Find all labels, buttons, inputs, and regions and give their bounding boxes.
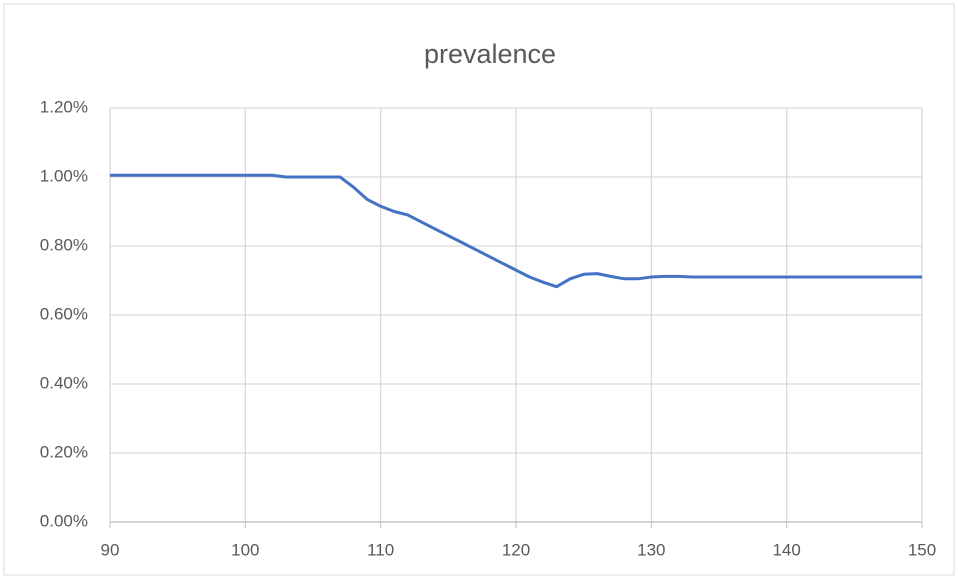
y-tick-label: 1.00% xyxy=(40,166,88,185)
y-tick-label: 0.40% xyxy=(40,373,88,392)
x-tick-label: 120 xyxy=(502,540,530,559)
y-tick-label: 1.20% xyxy=(40,97,88,116)
chart-frame xyxy=(3,3,955,576)
x-tick-label: 110 xyxy=(367,540,394,559)
data-line xyxy=(110,173,922,289)
chart-title: prevalence xyxy=(424,39,556,69)
y-tick-label: 0.80% xyxy=(40,235,88,254)
x-tick-label: 100 xyxy=(231,540,259,559)
x-tick-label: 140 xyxy=(772,540,800,559)
y-tick-label: 0.00% xyxy=(40,511,88,530)
x-tick-label: 90 xyxy=(101,540,120,559)
x-tick-label: 130 xyxy=(637,540,665,559)
x-tick-label: 150 xyxy=(908,540,936,559)
y-tick-label: 0.60% xyxy=(40,304,88,323)
y-tick-label: 0.20% xyxy=(40,442,88,461)
